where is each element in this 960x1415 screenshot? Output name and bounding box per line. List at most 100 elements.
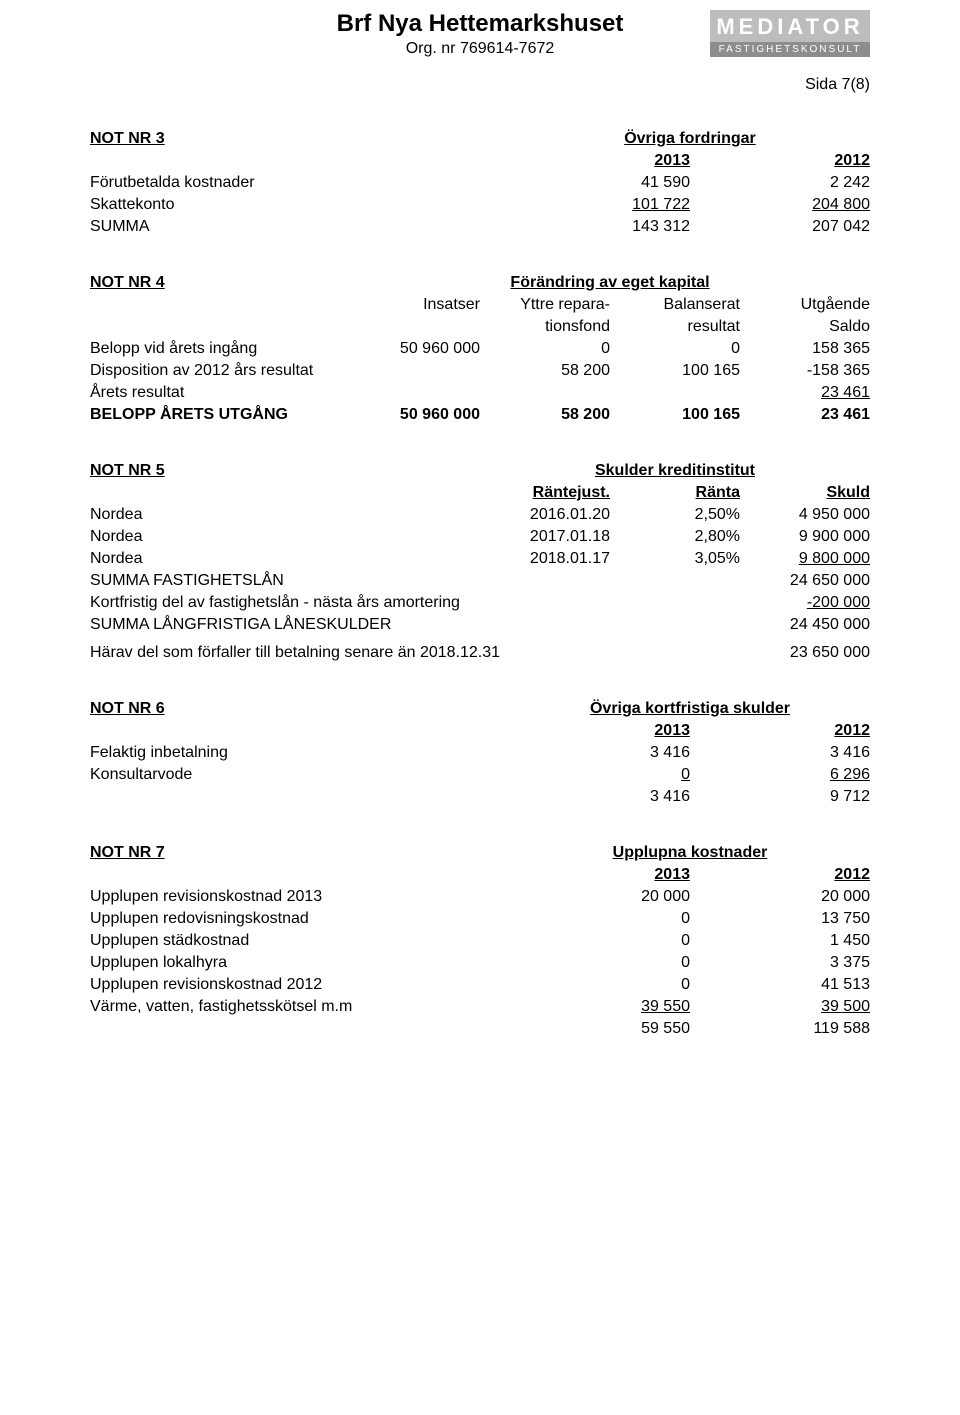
note-4-subtitle: Förändring av eget kapital — [350, 274, 870, 292]
table-sum-row: SUMMA FASTIGHETSLÅN 24 650 000 — [90, 570, 870, 592]
sum-value: 50 960 000 — [350, 406, 480, 424]
row-value: 2 242 — [690, 174, 870, 192]
note-3-subtitle: Övriga fordringar — [510, 130, 870, 148]
sum-value: 23 461 — [740, 406, 870, 424]
note-7-col2-header: 2012 — [690, 866, 870, 884]
row-value: 0 — [480, 340, 610, 358]
table-row: Årets resultat 23 461 — [90, 382, 870, 404]
row-value: -200 000 — [740, 594, 870, 612]
note-6-subtitle: Övriga kortfristiga skulder — [510, 700, 870, 718]
table-sum-row: SUMMA LÅNGFRISTIGA LÅNESKULDER 24 450 00… — [90, 614, 870, 636]
table-row: Värme, vatten, fastighetsskötsel m.m 39 … — [90, 996, 870, 1018]
row-value: 3,05% — [610, 550, 740, 568]
note-6-col2-header: 2012 — [690, 722, 870, 740]
row-value: 0 — [510, 910, 690, 928]
row-value: 9 800 000 — [740, 550, 870, 568]
note-4-title: NOT NR 4 — [90, 274, 350, 292]
note-3-col2-header: 2012 — [690, 152, 870, 170]
note-4-h1: Insatser — [350, 296, 480, 314]
row-label: Förutbetalda kostnader — [90, 174, 510, 192]
row-value: 58 200 — [480, 362, 610, 380]
row-value: 101 722 — [510, 196, 690, 214]
note-6-col1-header: 2013 — [510, 722, 690, 740]
table-row: Disposition av 2012 års resultat 58 200 … — [90, 360, 870, 382]
header: Brf Nya Hettemarkshuset Org. nr 769614-7… — [90, 10, 870, 58]
row-label: Upplupen lokalhyra — [90, 954, 510, 972]
row-value: 9 900 000 — [740, 528, 870, 546]
note-5-h3: Skuld — [740, 484, 870, 502]
note-6: NOT NR 6 Övriga kortfristiga skulder 201… — [90, 698, 870, 808]
row-label: Upplupen städkostnad — [90, 932, 510, 950]
sum-label: BELOPP ÅRETS UTGÅNG — [90, 406, 350, 424]
page-number: Sida 7(8) — [90, 76, 870, 94]
row-value: 39 500 — [690, 998, 870, 1016]
table-row: Förutbetalda kostnader 41 590 2 242 — [90, 172, 870, 194]
note-5-h1: Räntejust. — [480, 484, 610, 502]
spacer — [90, 788, 510, 806]
note-3-col1-header: 2013 — [510, 152, 690, 170]
table-sum-row: SUMMA 143 312 207 042 — [90, 216, 870, 238]
sum-value: 24 650 000 — [740, 572, 870, 590]
row-value: 50 960 000 — [350, 340, 480, 358]
row-value: 2018.01.17 — [480, 550, 610, 568]
row-value — [610, 384, 740, 402]
table-row: Belopp vid årets ingång 50 960 000 0 0 1… — [90, 338, 870, 360]
row-value: 4 950 000 — [740, 506, 870, 524]
row-value: 2,80% — [610, 528, 740, 546]
row-value: 41 513 — [690, 976, 870, 994]
page: Brf Nya Hettemarkshuset Org. nr 769614-7… — [0, 0, 960, 1415]
note-4-h2b: tionsfond — [480, 318, 610, 336]
note-6-title: NOT NR 6 — [90, 700, 510, 718]
row-value: 0 — [510, 976, 690, 994]
spacer — [90, 722, 510, 740]
note-7-subtitle: Upplupna kostnader — [510, 844, 870, 862]
row-label: Värme, vatten, fastighetsskötsel m.m — [90, 998, 510, 1016]
row-label: Konsultarvode — [90, 766, 510, 784]
row-value: 1 450 — [690, 932, 870, 950]
row-value: 3 416 — [690, 744, 870, 762]
row-value: 6 296 — [690, 766, 870, 784]
table-row: Konsultarvode 0 6 296 — [90, 764, 870, 786]
row-value: 20 000 — [510, 888, 690, 906]
sum-value: 100 165 — [610, 406, 740, 424]
note-3-title: NOT NR 3 — [90, 130, 510, 148]
row-value: 2,50% — [610, 506, 740, 524]
logo-text-top: MEDIATOR — [710, 10, 870, 42]
row-value: 158 365 — [740, 340, 870, 358]
row-label: Årets resultat — [90, 384, 350, 402]
spacer — [90, 152, 510, 170]
table-row: Upplupen städkostnad 0 1 450 — [90, 930, 870, 952]
row-label: Upplupen redovisningskostnad — [90, 910, 510, 928]
note-5-subtitle: Skulder kreditinstitut — [480, 462, 870, 480]
spacer — [90, 318, 350, 336]
table-row: Nordea 2018.01.17 3,05% 9 800 000 — [90, 548, 870, 570]
row-value: 0 — [610, 340, 740, 358]
row-label: Nordea — [90, 506, 480, 524]
note-4-h4a: Utgående — [740, 296, 870, 314]
table-row: Härav del som förfaller till betalning s… — [90, 642, 870, 664]
sum-label: SUMMA — [90, 218, 510, 236]
table-row: Upplupen redovisningskostnad 0 13 750 — [90, 908, 870, 930]
note-5: NOT NR 5 Skulder kreditinstitut Räntejus… — [90, 460, 870, 664]
row-label: Felaktig inbetalning — [90, 744, 510, 762]
sum-value: 143 312 — [510, 218, 690, 236]
table-row: Upplupen lokalhyra 0 3 375 — [90, 952, 870, 974]
note-7-col1-header: 2013 — [510, 866, 690, 884]
row-value: 3 416 — [510, 744, 690, 762]
row-label: Nordea — [90, 528, 480, 546]
sum-value: 58 200 — [480, 406, 610, 424]
row-label: Upplupen revisionskostnad 2012 — [90, 976, 510, 994]
sum-value: 3 416 — [510, 788, 690, 806]
note-5-title: NOT NR 5 — [90, 462, 480, 480]
sum-value: 9 712 — [690, 788, 870, 806]
spacer — [90, 866, 510, 884]
row-value: 0 — [510, 932, 690, 950]
row-label: Belopp vid årets ingång — [90, 340, 350, 358]
table-row: Nordea 2016.01.20 2,50% 4 950 000 — [90, 504, 870, 526]
table-row: Upplupen revisionskostnad 2012 0 41 513 — [90, 974, 870, 996]
logo: MEDIATOR FASTIGHETSKONSULT — [710, 10, 870, 57]
note-4: NOT NR 4 Förändring av eget kapital Insa… — [90, 272, 870, 426]
spacer — [90, 1020, 510, 1038]
table-row: Skattekonto 101 722 204 800 — [90, 194, 870, 216]
table-row: Nordea 2017.01.18 2,80% 9 900 000 — [90, 526, 870, 548]
